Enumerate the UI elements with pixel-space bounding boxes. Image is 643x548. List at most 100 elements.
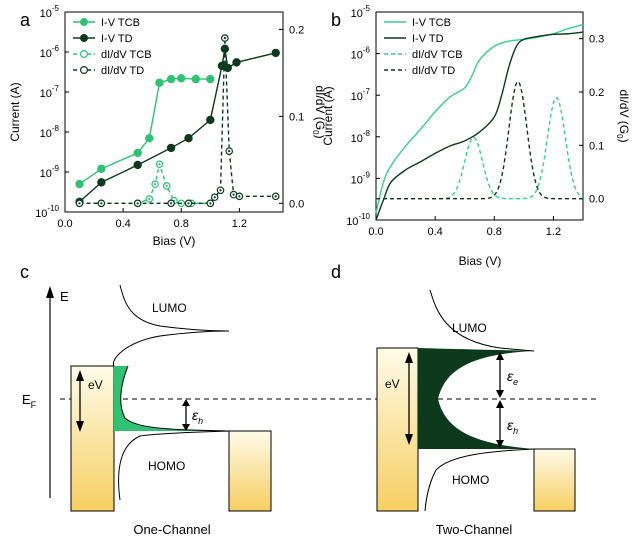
energy-axis-arrowhead bbox=[46, 286, 54, 298]
a-series-0-point-3 bbox=[145, 133, 154, 143]
b-yl-tick-label-0: 10-10 bbox=[346, 212, 370, 228]
a-legend-label-0: I-V TCB bbox=[101, 17, 140, 29]
a-series-1-point-8 bbox=[223, 63, 232, 73]
right-electrode bbox=[228, 430, 272, 512]
lumo-label-d: LUMO bbox=[452, 321, 487, 335]
a-yl-tick-exp-5: -5 bbox=[52, 4, 60, 13]
panel-a-frame bbox=[64, 11, 284, 213]
a-series-2-point-dot-5 bbox=[158, 163, 161, 166]
a-series-2-point-dot-6 bbox=[165, 184, 168, 188]
panel-b-y-axis-label-right: dI/dV (G0) bbox=[615, 89, 631, 142]
panel-b-frame bbox=[375, 11, 584, 221]
a-series-0-point-4 bbox=[155, 78, 164, 87]
b-yl-tick-label-3: 10-7 bbox=[351, 87, 371, 103]
panel-b-y-right-sub: 0 bbox=[615, 134, 624, 139]
panel-a-y-right-main: dI/dV (G bbox=[313, 85, 327, 130]
a-series-3-point-dot-5 bbox=[209, 202, 212, 205]
b-yr-tick-label-2: 0.2 bbox=[589, 87, 604, 99]
eps-h-label-d: εh bbox=[507, 417, 518, 436]
b-series-line-0 bbox=[375, 23, 584, 213]
b-yl-tick-exp-0: -10 bbox=[358, 212, 370, 221]
eps-e-symbol-d: ε bbox=[507, 368, 514, 384]
homo-level-curve bbox=[118, 365, 230, 501]
a-series-1-point-9 bbox=[232, 58, 241, 67]
b-legend-label-0: I-V TCB bbox=[412, 17, 451, 29]
panel-b-x-axis-label: Bias (V) bbox=[459, 254, 502, 268]
a-yl-tick-label-3: 10-7 bbox=[40, 84, 60, 100]
a-series-3-point-dot-3 bbox=[169, 202, 173, 205]
panel-a-label: a bbox=[20, 10, 31, 30]
a-x-tick-label-3: 1.2 bbox=[232, 218, 247, 230]
lumo-level-curve-d bbox=[429, 289, 535, 352]
a-series-3-point-dot-6 bbox=[213, 196, 216, 199]
a-series-0-point-7 bbox=[191, 74, 200, 84]
a-yl-tick-label-0: 10-10 bbox=[35, 204, 59, 220]
a-series-0-point-1 bbox=[97, 164, 106, 174]
b-yl-tick-exp-2: -8 bbox=[363, 129, 371, 138]
eps-e-label-d: εe bbox=[507, 368, 518, 387]
b-series-line-3 bbox=[376, 80, 583, 200]
b-yr-tick-label-0: 0.0 bbox=[589, 194, 604, 206]
conduction-window-fill-d bbox=[418, 348, 534, 449]
b-yl-tick-label-2: 10-8 bbox=[351, 129, 371, 145]
a-legend-label-1: I-V TD bbox=[101, 33, 133, 45]
eps-e-arrowhead-down-d bbox=[496, 390, 504, 398]
panel-c-diagram: c E EF LUMO HOMO eV εh One-Channel bbox=[20, 262, 272, 537]
b-yl-tick-base-3: 10 bbox=[351, 91, 363, 103]
panel-b-legend: I-V TCB I-V TD dI/dV TCB dI/dV TD bbox=[384, 17, 463, 77]
a-series-2-point-dot-3 bbox=[148, 197, 151, 201]
a-yl-tick-exp-4: -6 bbox=[52, 44, 60, 53]
a-yl-tick-base-3: 10 bbox=[40, 88, 52, 100]
b-x-tick-label-0: 0.0 bbox=[368, 226, 383, 238]
b-yl-tick-label-4: 10-6 bbox=[351, 46, 371, 62]
eps-e-arrowhead-up-d bbox=[496, 352, 504, 360]
a-series-1-point-3 bbox=[166, 143, 176, 153]
a-series-1-point-10 bbox=[271, 48, 280, 58]
left-electrode-d bbox=[376, 347, 419, 512]
a-series-0-point-6 bbox=[177, 74, 186, 83]
a-legend-marker-1 bbox=[79, 33, 88, 42]
panel-a-data bbox=[75, 34, 280, 208]
a-yl-tick-exp-2: -8 bbox=[52, 124, 60, 133]
energy-axis-label: E bbox=[60, 289, 69, 304]
b-yl-tick-exp-4: -6 bbox=[363, 46, 371, 55]
a-series-0-point-5 bbox=[166, 74, 176, 84]
panel-a-y-axis-label-left: Current (A) bbox=[8, 82, 22, 141]
b-yl-tick-base-5: 10 bbox=[351, 8, 363, 20]
fermi-label-sub: F bbox=[31, 400, 37, 410]
a-series-1-point-2 bbox=[133, 160, 142, 170]
a-yl-tick-exp-1: -9 bbox=[52, 164, 60, 173]
a-yl-tick-label-1: 10-9 bbox=[40, 164, 60, 180]
a-series-0-point-0 bbox=[75, 179, 84, 189]
a-legend-label-2: dI/dV TCB bbox=[101, 49, 152, 61]
a-legend-marker-2 bbox=[79, 49, 88, 58]
panel-b-data bbox=[375, 23, 584, 221]
b-yl-tick-exp-1: -9 bbox=[363, 170, 371, 179]
panel-a-legend: I-V TCB I-V TD dI/dV TCB dI/dV TD bbox=[73, 17, 152, 77]
b-legend-label-3: dI/dV TD bbox=[412, 65, 455, 77]
a-x-tick-label-0: 0.0 bbox=[57, 218, 72, 230]
b-yl-tick-base-0: 10 bbox=[346, 216, 358, 228]
panel-b-y-right-end: ) bbox=[617, 139, 631, 143]
a-yl-tick-exp-0: -10 bbox=[47, 204, 59, 213]
panel-a-y-right-end: ) bbox=[313, 135, 327, 139]
b-series-line-2 bbox=[376, 96, 584, 200]
eps-h-symbol-c: ε bbox=[192, 407, 199, 423]
panel-b-label: b bbox=[331, 10, 341, 30]
eps-e-sub-d: e bbox=[513, 377, 518, 387]
a-series-3-point-dot-7 bbox=[219, 189, 222, 192]
panel-b-y-right-main: dI/dV (G bbox=[617, 89, 631, 134]
b-legend-label-2: dI/dV TCB bbox=[412, 49, 463, 61]
a-series-3-point-dot-1 bbox=[100, 202, 103, 205]
panel-a-chart: a 0.0 0.4 0.8 1.210-1010-910-810-710-610-50… bbox=[8, 4, 327, 248]
ev-arrowhead-up-d bbox=[405, 352, 413, 363]
a-yl-tick-base-1: 10 bbox=[40, 168, 52, 180]
b-yl-tick-exp-5: -5 bbox=[363, 4, 371, 13]
a-legend-marker-0 bbox=[79, 18, 88, 27]
homo-label-c: HOMO bbox=[148, 459, 185, 473]
right-electrode-d bbox=[533, 448, 576, 512]
a-series-3-point-dot-11 bbox=[238, 195, 241, 198]
eps-h-arrowhead-up-c bbox=[182, 399, 190, 406]
a-yl-tick-base-4: 10 bbox=[40, 48, 52, 60]
